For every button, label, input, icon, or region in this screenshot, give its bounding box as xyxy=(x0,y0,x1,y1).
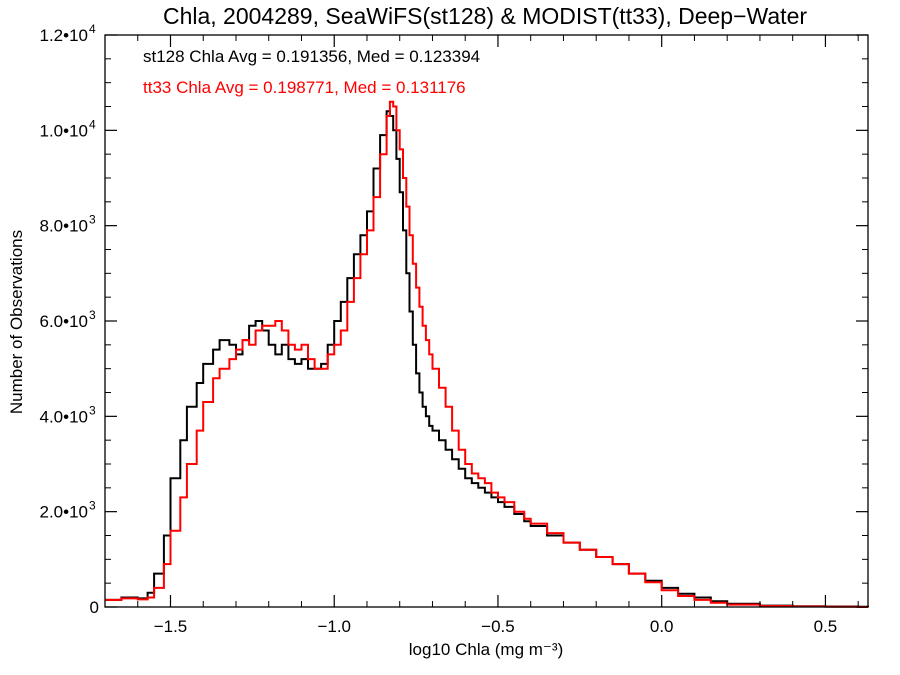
y-tick-label: 1.2•10 xyxy=(40,26,89,45)
annotation-tt33: tt33 Chla Avg = 0.198771, Med = 0.131176 xyxy=(143,78,466,97)
y-tick-exponent: 3 xyxy=(89,308,96,322)
x-axis-label: log10 Chla (mg m⁻³) xyxy=(409,640,563,659)
x-tick-label: 0.0 xyxy=(650,617,674,636)
x-tick-label: −1.0 xyxy=(317,617,351,636)
chart-title: Chla, 2004289, SeaWiFS(st128) & MODIST(t… xyxy=(163,3,807,29)
annotation-st128: st128 Chla Avg = 0.191356, Med = 0.12339… xyxy=(143,47,480,66)
y-tick-exponent: 4 xyxy=(89,117,96,131)
y-tick-exponent: 3 xyxy=(89,403,96,417)
plot-frame xyxy=(104,34,869,608)
y-tick-label: 0 xyxy=(90,598,99,617)
series-line-1 xyxy=(105,100,868,608)
y-tick-label: 4.0•10 xyxy=(40,407,89,426)
y-tick-exponent: 3 xyxy=(89,499,96,513)
y-axis: 02.0•10 34.0•10 36.0•10 38.0•10 31.0•10 41.2•… xyxy=(40,22,868,617)
y-tick-label: 6.0•10 xyxy=(40,312,89,331)
y-tick-label: 1.0•10 xyxy=(40,121,89,140)
x-tick-label: −1.5 xyxy=(154,617,188,636)
y-axis-label: Number of Observations xyxy=(7,230,26,414)
x-tick-label: 0.5 xyxy=(814,617,838,636)
y-tick-exponent: 4 xyxy=(89,22,96,36)
y-tick-label: 2.0•10 xyxy=(40,503,89,522)
y-tick-exponent: 3 xyxy=(89,213,96,227)
x-tick-label: −0.5 xyxy=(481,617,515,636)
x-axis: −1.5 −1.0 −0.5 0.0 0.5 xyxy=(104,35,859,636)
plot-area xyxy=(105,100,869,608)
series-line-0 xyxy=(105,110,869,608)
y-tick-label: 8.0•10 xyxy=(40,217,89,236)
